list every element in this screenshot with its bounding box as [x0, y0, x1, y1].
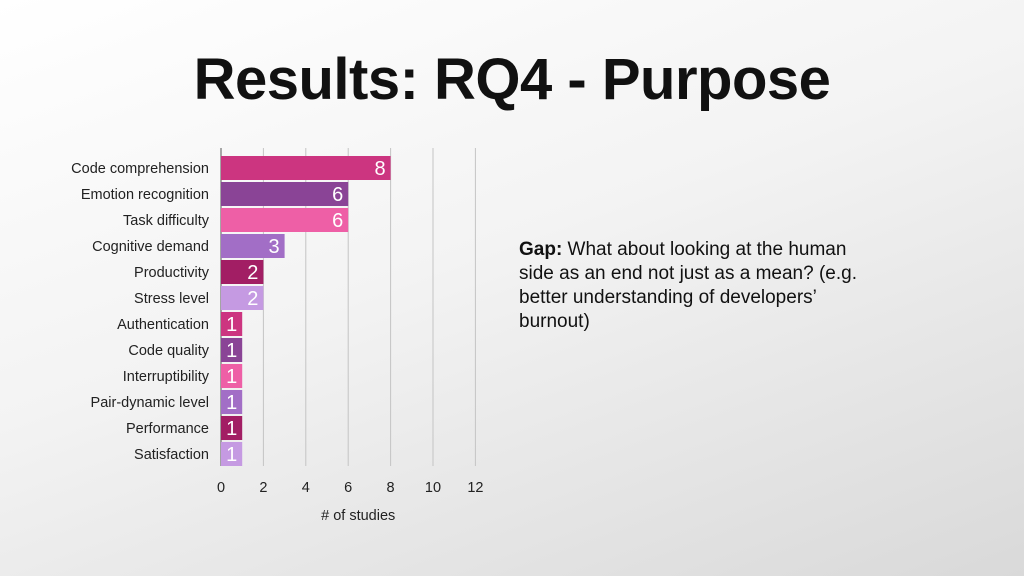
- category-label: Code comprehension: [71, 161, 209, 177]
- bar: [221, 312, 243, 336]
- bar: [221, 260, 264, 284]
- gap-note-text: What about looking at the human side as …: [519, 239, 857, 332]
- x-tick-label: 6: [344, 480, 352, 496]
- bar: [221, 156, 391, 180]
- category-label: Performance: [126, 421, 209, 437]
- bar-value-label: 3: [268, 236, 279, 258]
- bar-value-label: 1: [226, 392, 237, 414]
- x-tick-label: 2: [259, 480, 267, 496]
- gap-note-label: Gap:: [519, 239, 563, 260]
- bar: [221, 338, 243, 362]
- x-tick-label: 4: [302, 480, 310, 496]
- category-label: Task difficulty: [123, 213, 210, 229]
- bar: [221, 234, 285, 258]
- category-label: Satisfaction: [134, 447, 209, 463]
- x-axis-title: # of studies: [321, 508, 395, 524]
- bar-value-label: 8: [374, 158, 385, 180]
- bar-value-label: 2: [247, 288, 258, 310]
- x-tick-label: 8: [387, 480, 395, 496]
- bar-value-label: 1: [226, 418, 237, 440]
- bar: [221, 208, 349, 232]
- category-label: Cognitive demand: [92, 239, 209, 255]
- bar: [221, 442, 243, 466]
- bar: [221, 390, 243, 414]
- bar-value-label: 1: [226, 340, 237, 362]
- category-label: Interruptibility: [123, 369, 210, 385]
- gap-note: Gap: What about looking at the human sid…: [519, 238, 879, 334]
- category-label: Pair-dynamic level: [91, 395, 209, 411]
- bar: [221, 416, 243, 440]
- category-label: Code quality: [128, 343, 209, 359]
- x-tick-label: 0: [217, 480, 225, 496]
- bar-value-label: 1: [226, 444, 237, 466]
- category-label: Stress level: [134, 291, 209, 307]
- x-tick-labels: 0 2 4 6 8 10 12: [217, 480, 484, 496]
- category-labels: Code comprehension Emotion recognition Tas…: [71, 161, 210, 463]
- bar: [221, 286, 264, 310]
- category-label: Authentication: [117, 317, 209, 333]
- bar: [221, 364, 243, 388]
- x-tick-label: 12: [467, 480, 483, 496]
- x-tick-label: 10: [425, 480, 441, 496]
- bar-value-label: 2: [247, 262, 258, 284]
- bar-value-label: 6: [332, 184, 343, 206]
- category-label: Productivity: [134, 265, 210, 281]
- category-label: Emotion recognition: [81, 187, 209, 203]
- bar-value-label: 1: [226, 366, 237, 388]
- bar: [221, 182, 349, 206]
- slide-title: Results: RQ4 - Purpose: [193, 47, 831, 112]
- bar-value-label: 1: [226, 314, 237, 336]
- bar-value-label: 6: [332, 210, 343, 232]
